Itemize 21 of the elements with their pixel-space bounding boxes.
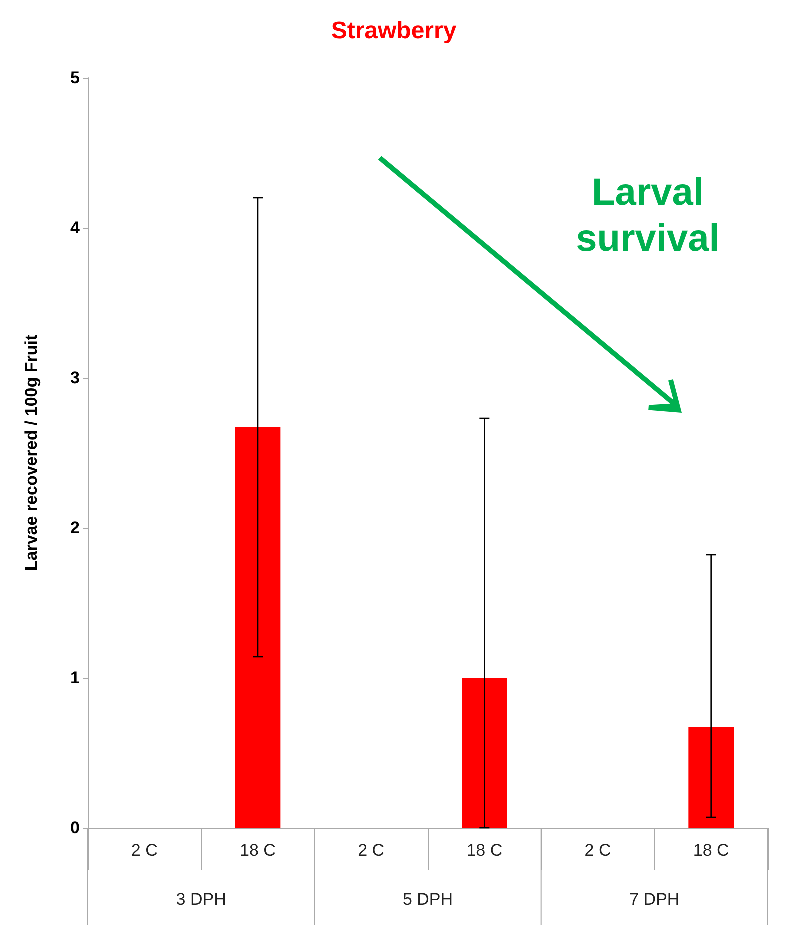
y-tick-label: 1: [70, 668, 80, 688]
y-axis-title: Larvae recovered / 100g Fruit: [22, 334, 41, 572]
chart-title: Strawberry: [331, 18, 458, 44]
text: 7 DPH: [628, 890, 681, 910]
annotation: Larval survival: [575, 171, 721, 262]
bar: [462, 678, 508, 828]
x-tick-label: 18 C: [693, 841, 730, 860]
x-tick-label: 2 C: [358, 841, 385, 860]
text: 5 DPH: [402, 890, 454, 910]
x-tick-label: 18 C: [240, 841, 276, 860]
x-tick-label: 18 C: [466, 841, 503, 860]
bar: [235, 428, 281, 828]
y-tick-label: 3: [70, 368, 80, 388]
y-tick-label: 0: [70, 818, 80, 838]
x-tick-label: 2 C: [131, 841, 158, 860]
y-tick-label: 5: [70, 68, 80, 88]
y-tick-label: 4: [70, 218, 81, 238]
y-tick-label: 2: [70, 518, 80, 538]
text: 3 DPH: [175, 890, 228, 910]
x-tick-label: 2 C: [584, 841, 612, 860]
bar: [688, 728, 734, 828]
